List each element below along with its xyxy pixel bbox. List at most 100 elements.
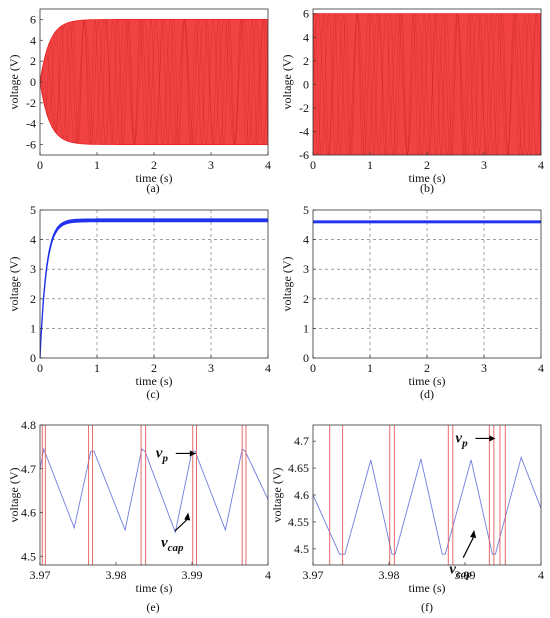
chart-c: 0 1 2 3 4 0 1 2 3 4 5 time (s) voltage (V) (c) [7,203,271,401]
y-tick-label: 0 [303,77,309,91]
x-tick-label: 2 [151,361,157,375]
signal-strand [40,18,268,145]
arrow-head [470,530,477,538]
x-tick-label: 1 [94,361,100,375]
vcap-line [313,455,541,555]
x-axis-label: time (s) [136,171,173,185]
y-tick-label: 3 [303,262,309,276]
x-tick-label: 0 [310,361,316,375]
y-tick-label: 3 [30,262,36,276]
chart-a: 0 1 2 3 4 -6 -4 -2 0 2 4 6 time (s) voltage (V) (a) [7,8,271,195]
x-tick-label: 4 [265,568,271,582]
plot-area-e [40,425,268,565]
panel-label: (a) [146,181,159,195]
x-tick-label: 0 [310,158,316,172]
series-a-0 [40,18,268,146]
axes-frame [312,424,542,566]
y-tick-label: -2 [299,101,309,115]
x-axis-label: time (s) [409,171,446,185]
y-tick-label: 0 [303,351,309,365]
y-tick-label: 2 [303,54,309,68]
x-axis-label: time (s) [409,581,446,595]
x-tick-label: 3.97 [303,568,324,582]
y-tick-label: 1 [303,321,309,335]
plot-area-b [313,12,541,155]
y-tick-label: 4 [303,30,309,44]
y-tick-label: -2 [26,96,36,110]
x-tick-label: 2 [424,158,430,172]
y-tick-label: 4.7 [21,462,36,476]
x-tick-label: 2 [151,158,157,172]
x-tick-label: 0 [37,158,43,172]
charging-curve [40,218,268,358]
arrow-head [489,435,496,442]
series-c-0 [40,218,268,358]
annotation-v-cap: vcap [161,512,191,554]
y-tick-label: 4.6 [21,506,36,520]
signal-strand [40,18,268,146]
y-tick-label: -4 [299,124,309,138]
y-tick-label: -4 [26,117,36,131]
y-tick-label: 4.5 [21,549,36,563]
y-tick-label: 4 [30,233,36,247]
x-tick-label: 3 [481,361,487,375]
vcap-line [40,447,268,534]
x-tick-label: 3 [208,361,214,375]
x-tick-label: 2 [424,361,430,375]
y-tick-label: 6 [30,12,36,26]
plot-area-d [313,220,541,224]
y-axis-label: voltage (V) [7,55,21,110]
y-tick-label: 4.8 [21,418,36,432]
panel-label: (b) [420,181,434,195]
panel-label: (e) [146,600,159,614]
series-f-v_cap [313,455,541,555]
x-axis-label: time (s) [136,581,173,595]
y-tick-label: -6 [299,148,309,162]
x-tick-label: 3.98 [379,568,400,582]
x-tick-label: 1 [367,361,373,375]
x-tick-label: 4 [538,568,544,582]
arrow-head [189,450,196,457]
y-tick-label: 2 [30,54,36,68]
y-axis-label: voltage (V) [270,468,284,523]
y-tick-label: 0 [30,351,36,365]
y-tick-label: 4.6 [294,488,309,502]
steady-band [313,220,541,224]
plot-area-a [40,18,268,146]
x-tick-label: 3.99 [455,568,476,582]
y-tick-label: 4 [30,33,36,47]
x-tick-label: 3.98 [106,568,127,582]
y-tick-label: 1 [30,321,36,335]
y-axis-label: voltage (V) [7,257,21,312]
signal-envelope [40,19,268,145]
series-d-0 [313,220,541,224]
x-tick-label: 4 [265,361,271,375]
y-tick-label: 4.55 [288,515,309,529]
x-tick-label: 1 [367,158,373,172]
y-axis-label: voltage (V) [7,468,21,523]
signal-strand [313,13,541,155]
series-f-v_p [329,425,506,565]
arrow-line [174,518,189,532]
x-axis-label: time (s) [136,374,173,388]
y-tick-label: 4.7 [294,434,309,448]
y-tick-label: 6 [303,7,309,21]
chart-f: 3.97 3.98 3.99 4 4.5 4.55 4.6 4.65 4.7 time (s) vo… [270,424,544,614]
signal-strand [40,18,268,146]
y-tick-label: 0 [30,75,36,89]
vcap-label: vcap [161,535,184,554]
plot-area-f [313,425,541,565]
x-tick-label: 4 [265,158,271,172]
x-tick-label: 4 [538,158,544,172]
y-axis-label: voltage (V) [280,257,294,312]
series-e-v_p [41,425,247,565]
panel-label: (d) [420,387,434,401]
vp-label: vp [156,445,169,464]
arrow-head [184,512,191,521]
panel-label: (f) [421,600,433,614]
y-tick-label: -6 [26,138,36,152]
signal-strand [313,12,541,155]
y-tick-label: 4.5 [294,542,309,556]
chart-d: 0 1 2 3 4 0 1 2 3 4 5 time (s) voltage (V) (d) [280,203,544,401]
